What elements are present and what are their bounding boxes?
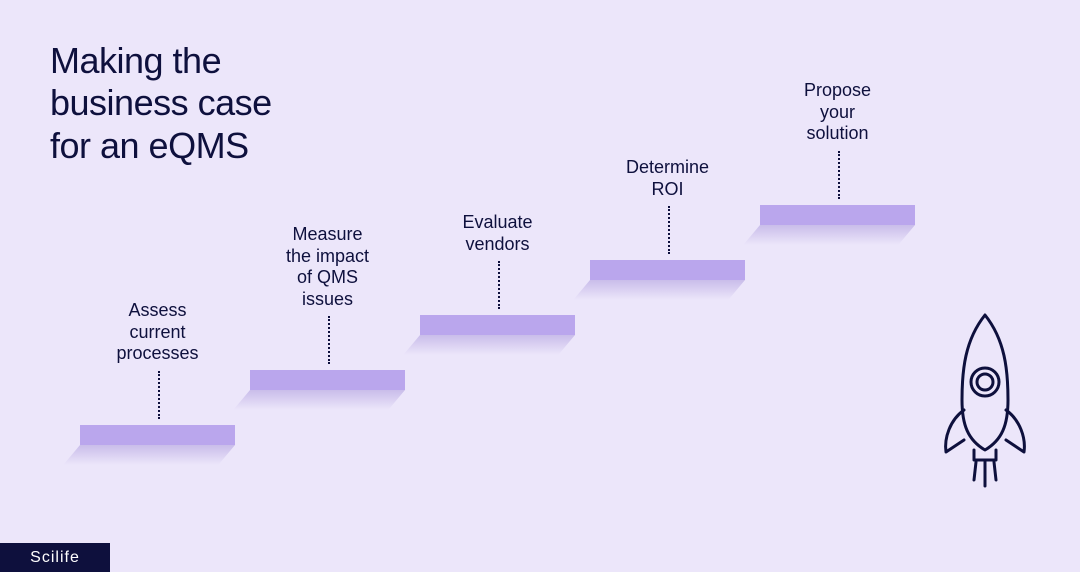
stair-step-shadow bbox=[233, 390, 405, 410]
stair-step-connector bbox=[498, 261, 500, 309]
page-title: Making the business case for an eQMS bbox=[50, 40, 272, 167]
stair-step: Evaluate vendors bbox=[420, 315, 575, 335]
stair-step-shadow bbox=[403, 335, 575, 355]
brand-badge: Scilife bbox=[0, 543, 110, 572]
stair-step-label: Measure the impact of QMS issues bbox=[250, 224, 405, 310]
stair-step-connector bbox=[158, 371, 160, 419]
stair-step-shadow bbox=[573, 280, 745, 300]
stair-step: Assess current processes bbox=[80, 425, 235, 445]
stair-step-top bbox=[80, 425, 235, 445]
stair-step-connector bbox=[668, 206, 670, 254]
stair-step-top bbox=[760, 205, 915, 225]
stair-step-connector bbox=[838, 151, 840, 199]
stair-step-label: Determine ROI bbox=[590, 157, 745, 200]
stair-step-shadow bbox=[63, 445, 235, 465]
stair-step-label: Assess current processes bbox=[80, 300, 235, 365]
stair-step-connector bbox=[328, 316, 330, 364]
stair-step-top bbox=[250, 370, 405, 390]
stair-step-label: Evaluate vendors bbox=[420, 212, 575, 255]
brand-text: Scilife bbox=[30, 549, 80, 567]
stair-step: Propose your solution bbox=[760, 205, 915, 225]
stair-step-label: Propose your solution bbox=[760, 80, 915, 145]
stair-step-top bbox=[590, 260, 745, 280]
stair-step: Measure the impact of QMS issues bbox=[250, 370, 405, 390]
stair-step-top bbox=[420, 315, 575, 335]
stair-step: Determine ROI bbox=[590, 260, 745, 280]
rocket-icon bbox=[930, 310, 1040, 490]
stair-step-shadow bbox=[743, 225, 915, 245]
